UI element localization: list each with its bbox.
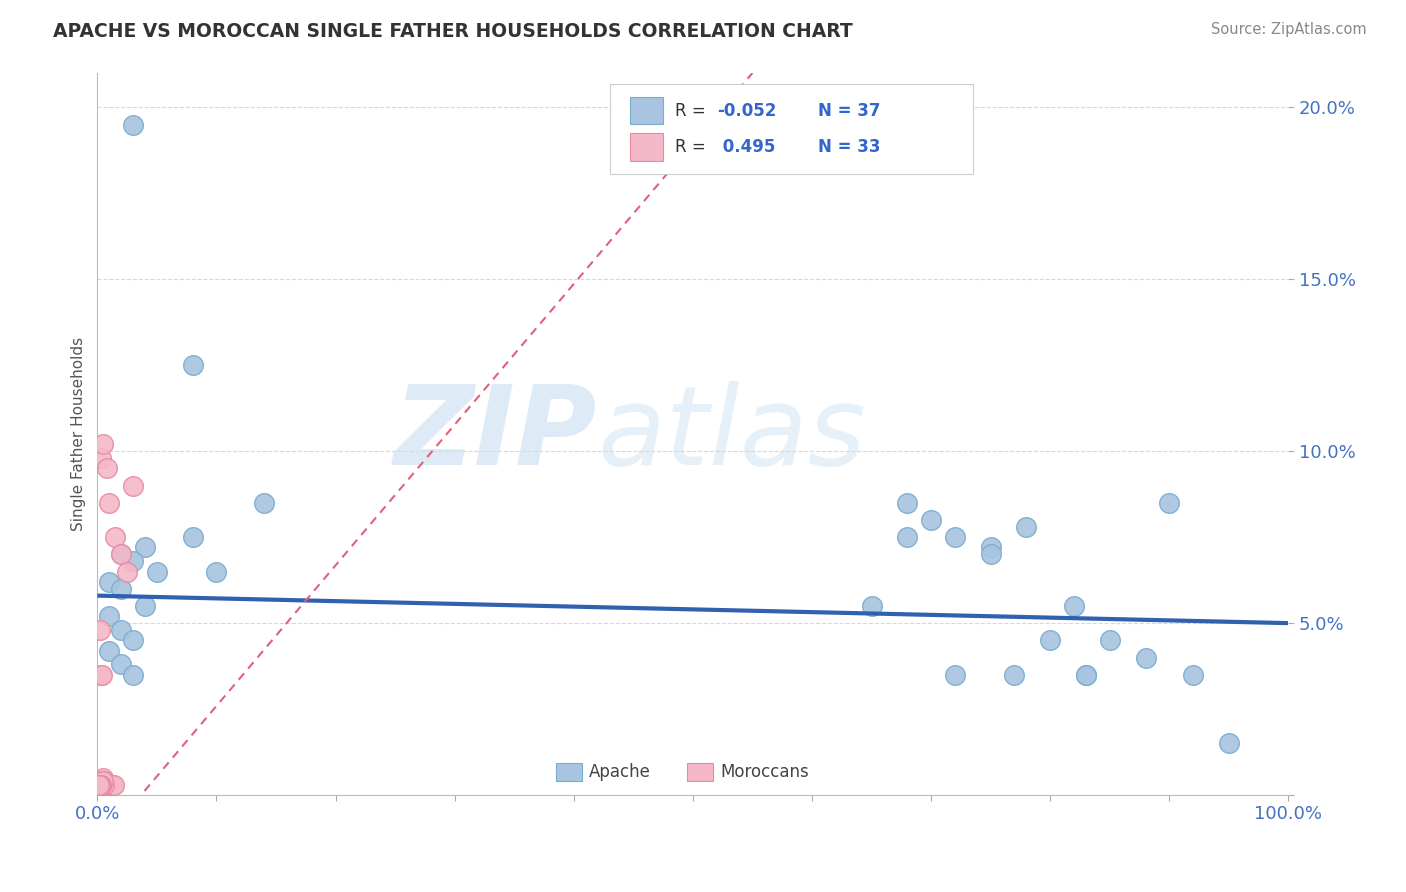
Point xyxy=(96,778,118,792)
Bar xyxy=(688,764,713,780)
Point xyxy=(100,778,122,792)
Point xyxy=(90,774,112,789)
Point xyxy=(1074,667,1097,681)
Point xyxy=(104,530,127,544)
Bar xyxy=(555,764,582,780)
Text: Source: ZipAtlas.com: Source: ZipAtlas.com xyxy=(1211,22,1367,37)
Point xyxy=(97,778,120,792)
Point xyxy=(98,574,121,589)
Point xyxy=(100,778,122,792)
Point xyxy=(90,451,112,466)
Text: R =: R = xyxy=(675,102,711,120)
Point xyxy=(89,778,111,792)
Point xyxy=(89,778,111,792)
Point xyxy=(103,778,125,792)
Text: Moroccans: Moroccans xyxy=(720,763,808,781)
Point xyxy=(122,118,145,132)
Point xyxy=(1218,737,1240,751)
Point xyxy=(253,496,276,510)
Text: N = 33: N = 33 xyxy=(818,138,880,156)
Point xyxy=(943,667,966,681)
Point xyxy=(1039,633,1062,648)
Point xyxy=(1098,633,1121,648)
Point xyxy=(146,565,169,579)
Point xyxy=(91,778,114,792)
Point xyxy=(98,643,121,657)
Point xyxy=(91,774,114,789)
Point xyxy=(181,358,204,372)
Point xyxy=(110,623,132,637)
Point xyxy=(89,778,111,792)
Point xyxy=(110,582,132,596)
Point xyxy=(115,565,138,579)
Point xyxy=(122,478,145,492)
Point xyxy=(90,778,112,792)
Point xyxy=(980,541,1002,555)
Point xyxy=(91,774,114,789)
Point xyxy=(90,774,112,789)
FancyBboxPatch shape xyxy=(610,84,973,174)
Point xyxy=(98,496,121,510)
Point xyxy=(920,513,942,527)
Text: APACHE VS MOROCCAN SINGLE FATHER HOUSEHOLDS CORRELATION CHART: APACHE VS MOROCCAN SINGLE FATHER HOUSEHO… xyxy=(53,22,853,41)
Point xyxy=(205,565,228,579)
Point xyxy=(87,778,110,792)
Bar xyxy=(630,134,664,161)
Point xyxy=(134,541,156,555)
Point xyxy=(1182,667,1205,681)
Text: -0.052: -0.052 xyxy=(717,102,776,120)
Point xyxy=(90,778,112,792)
Point xyxy=(1015,520,1038,534)
Point xyxy=(89,623,111,637)
Point xyxy=(122,633,145,648)
Point xyxy=(91,667,114,681)
Text: N = 37: N = 37 xyxy=(818,102,880,120)
Point xyxy=(980,547,1002,561)
Bar xyxy=(630,97,664,124)
Point xyxy=(896,496,918,510)
Point xyxy=(94,778,117,792)
Text: Apache: Apache xyxy=(589,763,651,781)
Point xyxy=(943,530,966,544)
Text: atlas: atlas xyxy=(598,381,866,488)
Point xyxy=(896,530,918,544)
Y-axis label: Single Father Households: Single Father Households xyxy=(72,337,86,531)
Point xyxy=(110,657,132,672)
Text: ZIP: ZIP xyxy=(394,381,598,488)
Point xyxy=(1004,667,1026,681)
Point xyxy=(93,774,115,789)
Point xyxy=(122,554,145,568)
Point xyxy=(860,599,883,613)
Text: R =: R = xyxy=(675,138,711,156)
Point xyxy=(91,778,114,792)
Point xyxy=(110,547,132,561)
Point xyxy=(134,599,156,613)
Point xyxy=(110,547,132,561)
Point xyxy=(1159,496,1181,510)
Point xyxy=(93,778,115,792)
Point xyxy=(181,530,204,544)
Point xyxy=(1135,650,1157,665)
Point xyxy=(96,461,118,475)
Point xyxy=(91,437,114,451)
Point xyxy=(91,771,114,785)
Point xyxy=(122,667,145,681)
Text: 0.495: 0.495 xyxy=(717,138,775,156)
Point xyxy=(98,609,121,624)
Point xyxy=(1063,599,1085,613)
Point xyxy=(1074,667,1097,681)
Point xyxy=(90,667,112,681)
Point xyxy=(89,778,111,792)
